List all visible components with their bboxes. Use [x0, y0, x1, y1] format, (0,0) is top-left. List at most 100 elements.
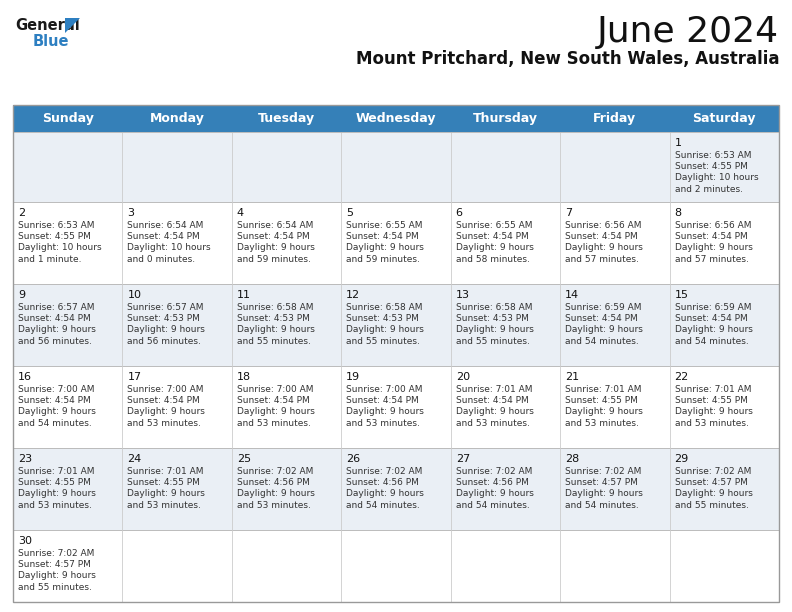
Text: Sunset: 4:55 PM: Sunset: 4:55 PM: [18, 478, 91, 487]
Text: 10: 10: [128, 290, 142, 300]
Text: Daylight: 9 hours
and 53 minutes.: Daylight: 9 hours and 53 minutes.: [346, 407, 425, 428]
Text: Sunset: 4:54 PM: Sunset: 4:54 PM: [675, 314, 748, 323]
Bar: [13, 105, 779, 602]
Text: 8: 8: [675, 208, 682, 218]
Text: 18: 18: [237, 372, 251, 382]
Text: Sunrise: 6:58 AM: Sunrise: 6:58 AM: [237, 303, 314, 312]
Text: Sunrise: 7:01 AM: Sunrise: 7:01 AM: [455, 385, 532, 394]
Text: Mount Pritchard, New South Wales, Australia: Mount Pritchard, New South Wales, Austra…: [356, 50, 779, 68]
Text: Sunset: 4:54 PM: Sunset: 4:54 PM: [128, 396, 200, 405]
Bar: [13, 105, 779, 132]
Text: Sunrise: 7:02 AM: Sunrise: 7:02 AM: [18, 549, 94, 558]
Text: Thursday: Thursday: [473, 112, 538, 125]
Text: Sunset: 4:53 PM: Sunset: 4:53 PM: [346, 314, 419, 323]
Text: Daylight: 9 hours
and 53 minutes.: Daylight: 9 hours and 53 minutes.: [565, 407, 643, 428]
Text: June 2024: June 2024: [597, 15, 779, 49]
Text: Sunset: 4:54 PM: Sunset: 4:54 PM: [18, 314, 91, 323]
Text: Sunrise: 6:56 AM: Sunrise: 6:56 AM: [565, 221, 642, 230]
Text: Sunset: 4:55 PM: Sunset: 4:55 PM: [18, 232, 91, 241]
Text: 15: 15: [675, 290, 688, 300]
Text: Sunset: 4:54 PM: Sunset: 4:54 PM: [237, 232, 310, 241]
Text: Sunset: 4:54 PM: Sunset: 4:54 PM: [565, 314, 638, 323]
Bar: [13, 448, 779, 530]
Text: Daylight: 9 hours
and 57 minutes.: Daylight: 9 hours and 57 minutes.: [565, 243, 643, 264]
Text: Daylight: 9 hours
and 54 minutes.: Daylight: 9 hours and 54 minutes.: [455, 489, 534, 510]
Text: Daylight: 9 hours
and 53 minutes.: Daylight: 9 hours and 53 minutes.: [237, 407, 314, 428]
Text: Daylight: 9 hours
and 54 minutes.: Daylight: 9 hours and 54 minutes.: [18, 407, 96, 428]
Text: Sunset: 4:55 PM: Sunset: 4:55 PM: [675, 396, 748, 405]
Text: Sunset: 4:57 PM: Sunset: 4:57 PM: [565, 478, 638, 487]
Text: Sunrise: 6:58 AM: Sunrise: 6:58 AM: [455, 303, 532, 312]
Text: 9: 9: [18, 290, 25, 300]
Text: Daylight: 9 hours
and 55 minutes.: Daylight: 9 hours and 55 minutes.: [455, 325, 534, 346]
Text: Daylight: 9 hours
and 54 minutes.: Daylight: 9 hours and 54 minutes.: [346, 489, 425, 510]
Bar: [13, 366, 779, 448]
Text: Sunset: 4:54 PM: Sunset: 4:54 PM: [346, 232, 419, 241]
Text: Saturday: Saturday: [692, 112, 756, 125]
Text: 17: 17: [128, 372, 142, 382]
Polygon shape: [65, 18, 80, 33]
Text: Sunrise: 7:01 AM: Sunrise: 7:01 AM: [675, 385, 751, 394]
Text: Sunset: 4:55 PM: Sunset: 4:55 PM: [128, 478, 200, 487]
Text: Daylight: 9 hours
and 58 minutes.: Daylight: 9 hours and 58 minutes.: [455, 243, 534, 264]
Text: Daylight: 9 hours
and 53 minutes.: Daylight: 9 hours and 53 minutes.: [455, 407, 534, 428]
Text: Daylight: 10 hours
and 1 minute.: Daylight: 10 hours and 1 minute.: [18, 243, 101, 264]
Text: Daylight: 9 hours
and 55 minutes.: Daylight: 9 hours and 55 minutes.: [18, 571, 96, 592]
Text: Sunset: 4:53 PM: Sunset: 4:53 PM: [128, 314, 200, 323]
Text: 27: 27: [455, 454, 470, 464]
Text: Sunrise: 7:02 AM: Sunrise: 7:02 AM: [565, 467, 642, 476]
Bar: [13, 284, 779, 366]
Text: 7: 7: [565, 208, 573, 218]
Text: Sunday: Sunday: [42, 112, 93, 125]
Text: Sunset: 4:54 PM: Sunset: 4:54 PM: [128, 232, 200, 241]
Text: Sunrise: 6:54 AM: Sunrise: 6:54 AM: [128, 221, 204, 230]
Text: Daylight: 9 hours
and 53 minutes.: Daylight: 9 hours and 53 minutes.: [128, 407, 205, 428]
Text: Daylight: 9 hours
and 54 minutes.: Daylight: 9 hours and 54 minutes.: [675, 325, 752, 346]
Text: Sunset: 4:57 PM: Sunset: 4:57 PM: [675, 478, 748, 487]
Bar: [13, 132, 779, 202]
Text: Daylight: 9 hours
and 53 minutes.: Daylight: 9 hours and 53 minutes.: [237, 489, 314, 510]
Text: Sunrise: 7:02 AM: Sunrise: 7:02 AM: [455, 467, 532, 476]
Text: Sunrise: 7:00 AM: Sunrise: 7:00 AM: [237, 385, 314, 394]
Text: Daylight: 9 hours
and 53 minutes.: Daylight: 9 hours and 53 minutes.: [675, 407, 752, 428]
Text: Sunset: 4:54 PM: Sunset: 4:54 PM: [455, 232, 528, 241]
Text: Daylight: 10 hours
and 0 minutes.: Daylight: 10 hours and 0 minutes.: [128, 243, 211, 264]
Text: Sunrise: 7:01 AM: Sunrise: 7:01 AM: [128, 467, 204, 476]
Text: Sunrise: 7:01 AM: Sunrise: 7:01 AM: [565, 385, 642, 394]
Text: 13: 13: [455, 290, 470, 300]
Text: Daylight: 9 hours
and 54 minutes.: Daylight: 9 hours and 54 minutes.: [565, 325, 643, 346]
Text: Sunrise: 6:53 AM: Sunrise: 6:53 AM: [18, 221, 94, 230]
Text: 26: 26: [346, 454, 360, 464]
Text: General: General: [15, 18, 80, 33]
Text: Daylight: 9 hours
and 55 minutes.: Daylight: 9 hours and 55 minutes.: [346, 325, 425, 346]
Text: Sunset: 4:55 PM: Sunset: 4:55 PM: [675, 162, 748, 171]
Text: 3: 3: [128, 208, 135, 218]
Text: 29: 29: [675, 454, 689, 464]
Text: 12: 12: [346, 290, 360, 300]
Text: Wednesday: Wednesday: [356, 112, 436, 125]
Text: Sunset: 4:53 PM: Sunset: 4:53 PM: [237, 314, 310, 323]
Text: Sunset: 4:57 PM: Sunset: 4:57 PM: [18, 560, 91, 569]
Text: Blue: Blue: [33, 34, 70, 48]
Text: Sunrise: 6:56 AM: Sunrise: 6:56 AM: [675, 221, 751, 230]
Text: 30: 30: [18, 536, 32, 546]
Text: 28: 28: [565, 454, 580, 464]
Text: Sunset: 4:56 PM: Sunset: 4:56 PM: [346, 478, 419, 487]
Text: Sunrise: 6:59 AM: Sunrise: 6:59 AM: [565, 303, 642, 312]
Text: Sunrise: 7:02 AM: Sunrise: 7:02 AM: [346, 467, 423, 476]
Text: Sunset: 4:54 PM: Sunset: 4:54 PM: [237, 396, 310, 405]
Text: Sunset: 4:54 PM: Sunset: 4:54 PM: [675, 232, 748, 241]
Text: Monday: Monday: [150, 112, 204, 125]
Text: Sunset: 4:56 PM: Sunset: 4:56 PM: [237, 478, 310, 487]
Text: Daylight: 9 hours
and 59 minutes.: Daylight: 9 hours and 59 minutes.: [346, 243, 425, 264]
Text: 21: 21: [565, 372, 579, 382]
Text: Sunrise: 6:55 AM: Sunrise: 6:55 AM: [455, 221, 532, 230]
Text: 5: 5: [346, 208, 353, 218]
Text: Sunrise: 7:00 AM: Sunrise: 7:00 AM: [128, 385, 204, 394]
Text: Sunset: 4:54 PM: Sunset: 4:54 PM: [565, 232, 638, 241]
Text: Tuesday: Tuesday: [258, 112, 315, 125]
Text: Sunrise: 6:57 AM: Sunrise: 6:57 AM: [18, 303, 94, 312]
Text: Sunrise: 7:02 AM: Sunrise: 7:02 AM: [237, 467, 313, 476]
Text: Sunrise: 7:00 AM: Sunrise: 7:00 AM: [346, 385, 423, 394]
Text: Friday: Friday: [593, 112, 637, 125]
